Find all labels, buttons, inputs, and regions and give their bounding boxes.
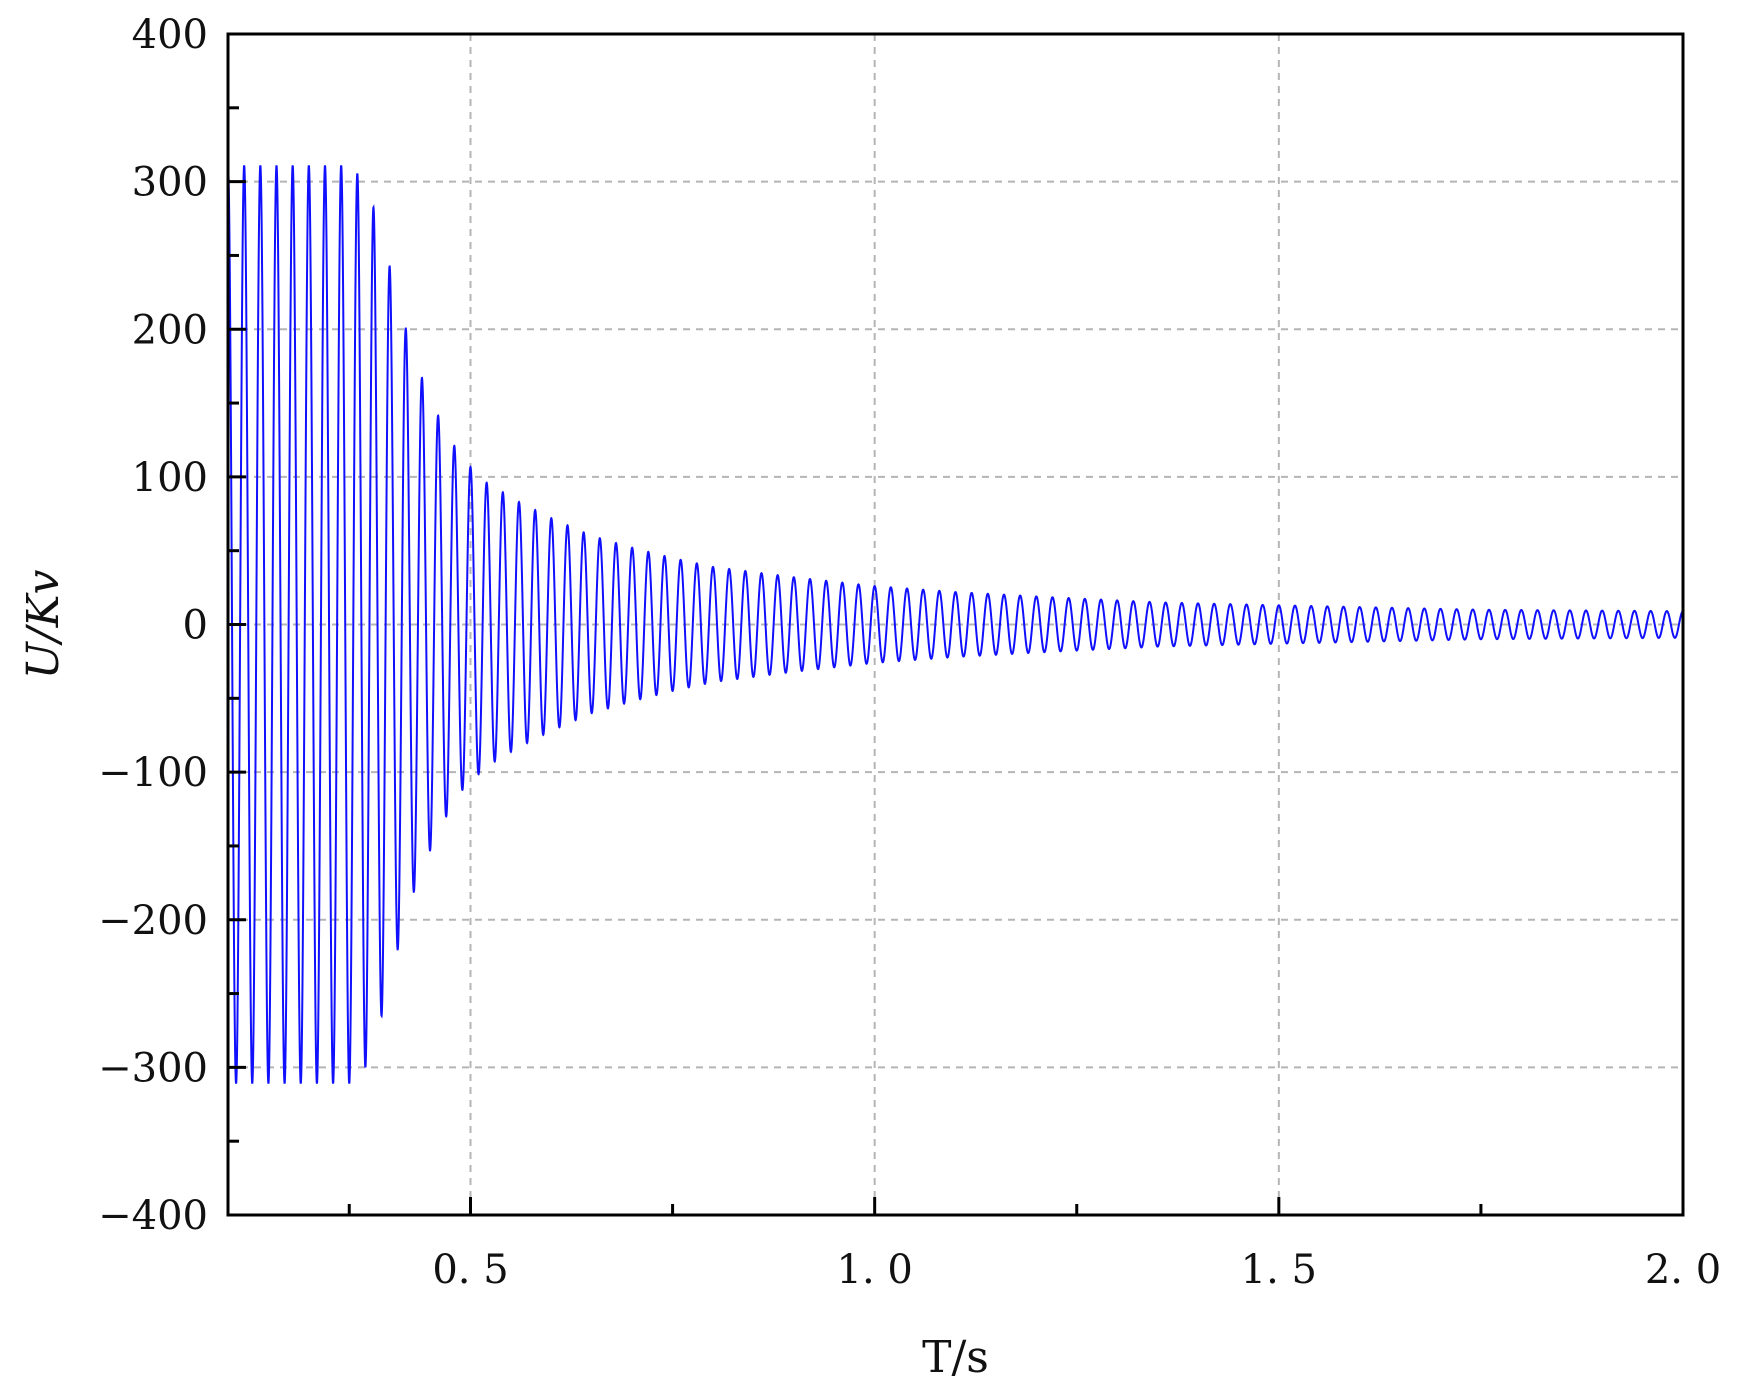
- label-layer: 0. 5 1. 0 1. 5 2. 0 400 300 200 100 0 −100 −200 −30…: [98, 12, 1721, 1293]
- y-tick-label: 200: [132, 307, 208, 353]
- x-axis-title: T/s: [922, 1332, 989, 1383]
- x-tick-label: 2. 0: [1645, 1247, 1721, 1293]
- series-line: [227, 165, 1684, 1084]
- y-tick-label: 100: [132, 455, 208, 501]
- grid-layer: [228, 34, 1683, 1215]
- tick-layer: [228, 32, 1685, 1217]
- x-tick-label: 1. 0: [837, 1247, 913, 1293]
- x-tick-label: 0. 5: [432, 1247, 508, 1293]
- y-axis-title: U/Kv: [18, 570, 69, 680]
- y-tick-label: −200: [98, 898, 208, 944]
- y-tick-label: 300: [132, 160, 208, 206]
- x-tick-label: 1. 5: [1241, 1247, 1317, 1293]
- y-tick-label: −100: [98, 750, 208, 796]
- y-tick-label: −300: [98, 1045, 208, 1091]
- y-tick-label: 0: [183, 603, 208, 649]
- y-tick-label: 400: [132, 12, 208, 58]
- series-layer: [227, 165, 1684, 1084]
- y-tick-label: −400: [98, 1193, 208, 1239]
